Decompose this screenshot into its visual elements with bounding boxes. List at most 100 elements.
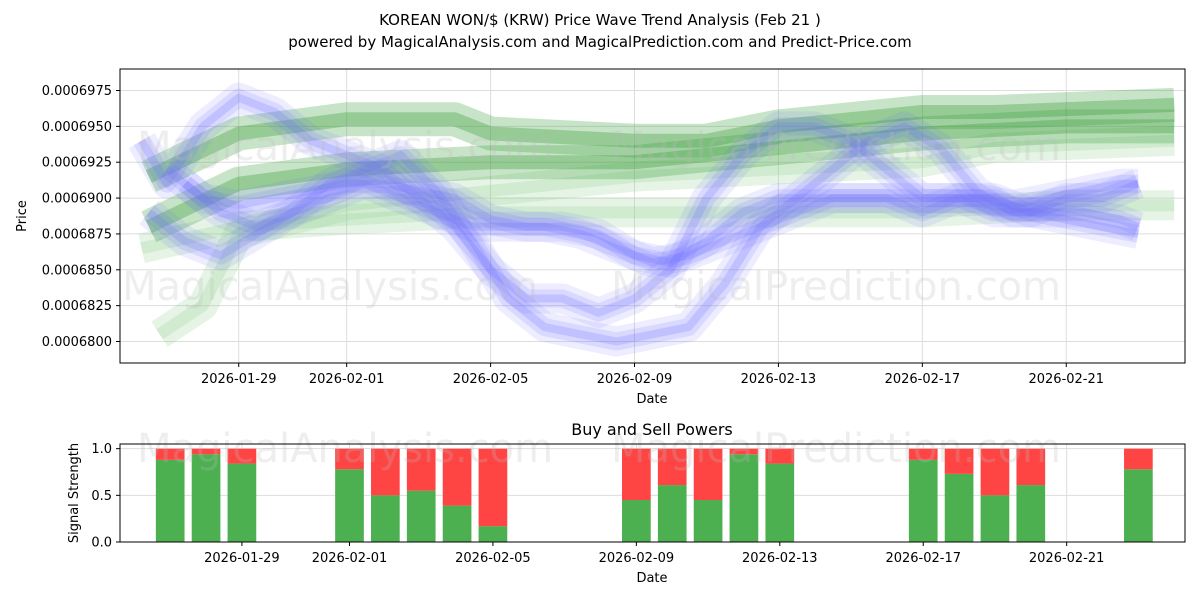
- buy-bar: [765, 463, 795, 542]
- buy-bar: [1016, 485, 1046, 542]
- buy-sell-x-tick-label: 2026-02-21: [1029, 551, 1105, 566]
- price-y-tick-label: 0.0006875: [42, 227, 112, 242]
- watermark-analysis-lower: MagicalAnalysis.com: [122, 264, 538, 310]
- price-wave-line: [133, 88, 1142, 322]
- price-grid: [120, 69, 1185, 363]
- buy-sell-x-tick-label: 2026-02-17: [885, 551, 961, 566]
- buy-bar: [908, 459, 938, 542]
- sell-bar: [442, 448, 472, 506]
- sell-bar: [657, 448, 687, 486]
- price-plot-frame: [119, 68, 1186, 364]
- watermark-prediction-bottom: MagicalPrediction.com: [611, 426, 1061, 472]
- buy-sell-x-tick-label: 2026-02-05: [455, 551, 531, 566]
- buy-sell-x-axis-label: Date: [636, 571, 667, 586]
- sell-bar: [227, 448, 257, 464]
- price-wave-line: [128, 82, 1144, 328]
- buy-bar: [1124, 469, 1153, 542]
- price-wave-line: [138, 93, 1140, 317]
- buy-bar: [980, 495, 1010, 542]
- buy-sell-bars: [155, 448, 1153, 542]
- sell-bar: [729, 448, 759, 455]
- buy-bar: [729, 454, 759, 542]
- price-wave-line: [175, 168, 1139, 278]
- buy-bar: [944, 473, 974, 542]
- sell-bar: [155, 448, 185, 460]
- price-x-axis-label: Date: [636, 392, 667, 407]
- price-wave-line: [182, 179, 1139, 267]
- buy-sell-title: Buy and Sell Powers: [571, 420, 733, 439]
- price-wave-line: [146, 122, 1140, 346]
- price-wave-line: [157, 157, 1142, 278]
- buy-sell-y-tick-label: 0.5: [91, 489, 112, 504]
- price-x-tick-label: 2026-02-05: [453, 372, 529, 387]
- price-wave-line: [141, 87, 1175, 192]
- price-wave-line: [140, 199, 1175, 255]
- buy-bar: [227, 463, 257, 542]
- sell-bar: [980, 448, 1010, 496]
- price-y-tick-label: 0.0006900: [42, 192, 112, 207]
- price-x-tick-label: 2026-02-13: [741, 372, 817, 387]
- sell-bar: [406, 448, 436, 491]
- buy-sell-x-tick-label: 2026-01-29: [204, 551, 280, 566]
- buy-bar: [693, 500, 723, 542]
- price-x-tick-label: 2026-02-09: [597, 372, 673, 387]
- watermark-prediction-upper: MagicalPrediction.com: [611, 124, 1061, 170]
- price-x-tick-label: 2026-02-21: [1028, 372, 1104, 387]
- buy-bar: [155, 459, 185, 542]
- price-x-tick-label: 2026-01-29: [201, 372, 277, 387]
- price-x-tick-label: 2026-02-17: [885, 372, 961, 387]
- buy-bar: [657, 485, 687, 542]
- buy-sell-chart: Buy and Sell Powers MagicalAnalysis.com …: [67, 420, 1186, 586]
- sell-bar: [765, 448, 795, 464]
- price-chart: 2026-01-29 2026-02-01 2026-02-05 2026-02-09…: [15, 68, 1186, 407]
- sell-bar: [191, 448, 221, 455]
- price-wave-line: [156, 134, 1175, 340]
- buy-bar: [406, 490, 436, 542]
- price-wave-series: [128, 82, 1175, 357]
- buy-sell-y-tick-label: 1.0: [91, 442, 112, 457]
- buy-bar: [622, 500, 651, 542]
- price-y-tick-label: 0.0006800: [42, 335, 112, 350]
- buy-sell-x-tick-label: 2026-02-09: [599, 551, 675, 566]
- price-y-tick-label: 0.0006825: [42, 299, 112, 314]
- buy-sell-y-axis-label: Signal Strength: [67, 443, 82, 543]
- watermark-prediction-lower: MagicalPrediction.com: [611, 264, 1061, 310]
- price-wave-line: [145, 119, 1175, 234]
- buy-bar: [442, 505, 472, 542]
- price-x-tick-label: 2026-02-01: [309, 372, 385, 387]
- price-y-tick-label: 0.0006850: [42, 263, 112, 278]
- price-y-tick-label: 0.0006975: [42, 84, 112, 99]
- buy-sell-x-tick-label: 2026-02-01: [312, 551, 388, 566]
- sell-bar: [335, 448, 364, 470]
- watermark-analysis-bottom: MagicalAnalysis.com: [137, 426, 553, 472]
- buy-sell-plot-frame: [119, 443, 1186, 543]
- price-y-tick-label: 0.0006925: [42, 156, 112, 171]
- sell-bar: [1016, 448, 1046, 486]
- price-plot-area: [120, 69, 1185, 363]
- price-axis-ticks: 2026-01-29 2026-02-01 2026-02-05 2026-02-09…: [42, 84, 1104, 387]
- price-y-tick-label: 0.0006950: [42, 120, 112, 135]
- price-wave-line: [143, 117, 1142, 351]
- price-wave-line: [138, 190, 1175, 263]
- buy-bar: [335, 469, 364, 542]
- price-y-axis-label: Price: [15, 200, 30, 232]
- price-wave-line: [179, 174, 1139, 272]
- price-wave-line: [145, 97, 1175, 183]
- chart-title: KOREAN WON/$ (KRW) Price Wave Trend Anal…: [379, 11, 821, 29]
- buy-sell-y-tick-label: 0.0: [91, 536, 112, 551]
- buy-sell-x-tick-label: 2026-02-13: [742, 551, 818, 566]
- price-wave-line: [139, 111, 1144, 357]
- buy-bar: [371, 495, 400, 542]
- price-wave-line: [141, 109, 1175, 243]
- watermark-analysis-upper: MagicalAnalysis.com: [137, 124, 553, 170]
- sell-bar: [622, 448, 651, 500]
- chart-subtitle: powered by MagicalAnalysis.com and Magic…: [288, 33, 912, 51]
- sell-bar: [1124, 448, 1153, 470]
- buy-bar: [478, 526, 508, 542]
- sell-bar: [908, 448, 938, 460]
- sell-bar: [944, 448, 974, 474]
- buy-bar: [191, 454, 221, 542]
- sell-bar: [371, 448, 400, 496]
- sell-bar: [693, 448, 723, 500]
